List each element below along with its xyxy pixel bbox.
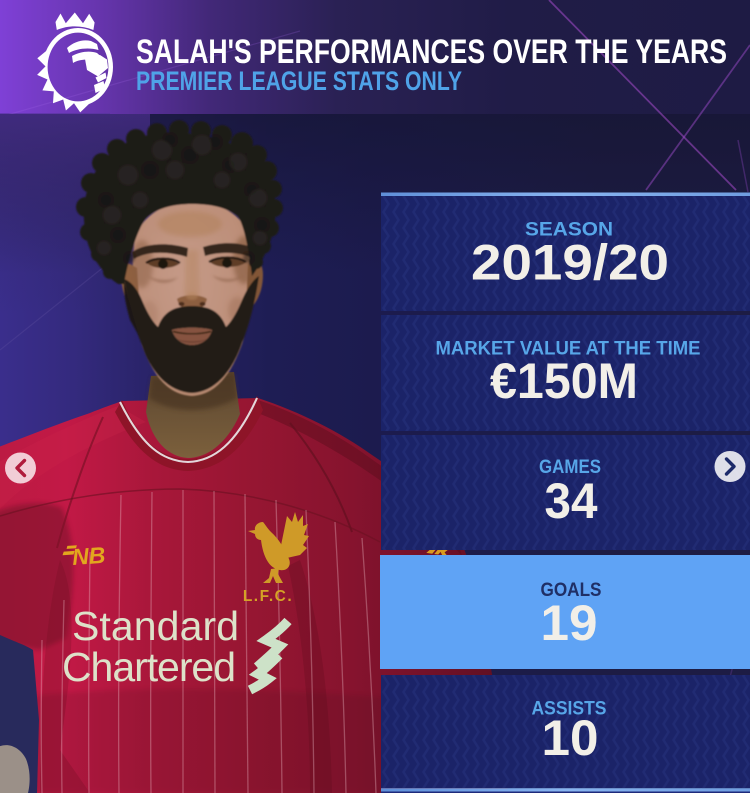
- svg-text:MARKET VALUE AT THE TIME: MARKET VALUE AT THE TIME: [436, 338, 701, 360]
- svg-text:€150M: €150M: [490, 353, 638, 409]
- svg-text:Chartered: Chartered: [62, 644, 236, 690]
- svg-text:Standard: Standard: [72, 603, 239, 649]
- svg-text:10: 10: [542, 710, 599, 766]
- svg-text:PREMIER LEAGUE STATS ONLY: PREMIER LEAGUE STATS ONLY: [136, 66, 462, 96]
- svg-text:GAMES: GAMES: [539, 456, 601, 478]
- svg-text:NB: NB: [71, 542, 106, 570]
- svg-text:SALAH'S PERFORMANCES OVER THE: SALAH'S PERFORMANCES OVER THE YEARS: [136, 33, 727, 71]
- svg-text:ASSISTS: ASSISTS: [532, 698, 607, 720]
- svg-text:34: 34: [545, 473, 598, 529]
- svg-text:L.F.C.: L.F.C.: [243, 588, 293, 605]
- svg-text:2019/20: 2019/20: [471, 235, 669, 291]
- svg-text:GOALS: GOALS: [541, 579, 602, 601]
- svg-text:19: 19: [541, 595, 598, 651]
- svg-text:SEASON: SEASON: [525, 219, 613, 241]
